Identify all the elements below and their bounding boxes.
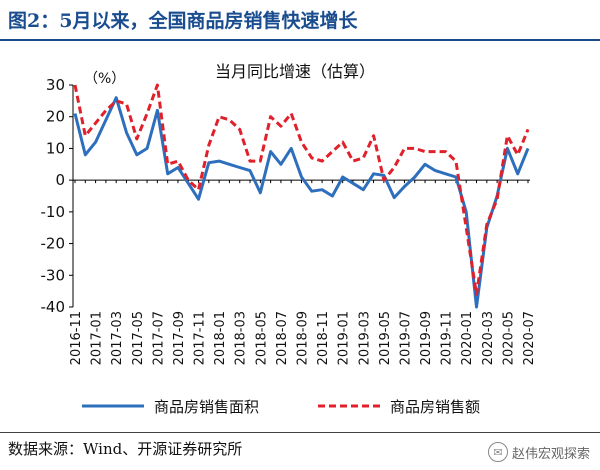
y-tick-label: 20: [46, 108, 65, 126]
y-tick-label: -40: [41, 298, 66, 316]
x-tick-label: 2017-11: [193, 311, 208, 365]
watermark: ✉ 赵伟宏观探索: [487, 442, 590, 462]
series-line-sales-area: [73, 96, 530, 309]
x-tick-label: 2017-03: [110, 311, 125, 365]
watermark-text: 赵伟宏观探索: [511, 446, 590, 462]
x-tick-label: 2018-03: [234, 311, 249, 365]
x-tick-label: 2018-11: [316, 311, 331, 365]
x-axis-ticks: 2016-11 2017-01 2017-03 2017-05 2017-07 2017-…: [69, 180, 537, 365]
figure-title: 图2：5月以来，全国商品房销售快速增长: [8, 10, 358, 32]
series-lines: [73, 83, 530, 309]
x-tick-label: 2016-11: [69, 311, 84, 365]
x-tick-label: 2018-05: [254, 311, 269, 365]
x-tick-label: 2019-11: [440, 311, 455, 365]
y-tick-label: 10: [46, 139, 65, 157]
x-tick-label: 2020-07: [522, 311, 537, 365]
title-rule: [0, 39, 600, 41]
x-tick-label: 2019-05: [378, 311, 393, 365]
series-line-sales-amount: [73, 83, 530, 296]
x-tick-label: 2019-07: [398, 311, 413, 365]
y-tick-label: 30: [46, 76, 65, 94]
source-rule: [0, 432, 600, 433]
legend-label: 商品房销售额: [390, 398, 480, 416]
wechat-icon: ✉: [487, 442, 508, 462]
y-axis-ticks: -40 -30 -20 -10 0 10 20 30: [41, 76, 73, 316]
y-tick-label: -10: [41, 203, 66, 221]
x-tick-label: 2020-03: [481, 311, 496, 365]
x-tick-label: 2020-01: [460, 311, 475, 365]
x-tick-label: 2019-09: [419, 311, 434, 365]
chart-title: 当月同比增速（估算）: [215, 62, 375, 81]
y-tick-label: 0: [55, 171, 65, 189]
y-tick-label: -30: [41, 266, 66, 284]
legend-label: 商品房销售面积: [154, 398, 259, 416]
x-tick-label: 2018-07: [275, 311, 290, 365]
x-tick-label: 2017-05: [131, 311, 146, 365]
x-tick-label: 2018-09: [296, 311, 311, 365]
legend: 商品房销售面积 商品房销售额: [82, 398, 480, 416]
x-tick-label: 2018-01: [213, 311, 228, 365]
source-note: 数据来源：Wind、开源证券研究所: [8, 440, 243, 458]
y-tick-label: -20: [41, 235, 66, 253]
line-chart: 当月同比增速（估算） （%） -40 -30 -20 -10 0 10 20 30 2016-…: [41, 62, 538, 416]
x-tick-label: 2020-05: [501, 311, 516, 365]
x-tick-label: 2017-09: [172, 311, 187, 365]
x-tick-label: 2017-07: [151, 311, 166, 365]
unit-label: （%）: [84, 71, 125, 87]
x-tick-label: 2019-03: [357, 311, 372, 365]
x-tick-label: 2019-01: [337, 311, 352, 365]
x-tick-label: 2017-01: [90, 311, 105, 365]
